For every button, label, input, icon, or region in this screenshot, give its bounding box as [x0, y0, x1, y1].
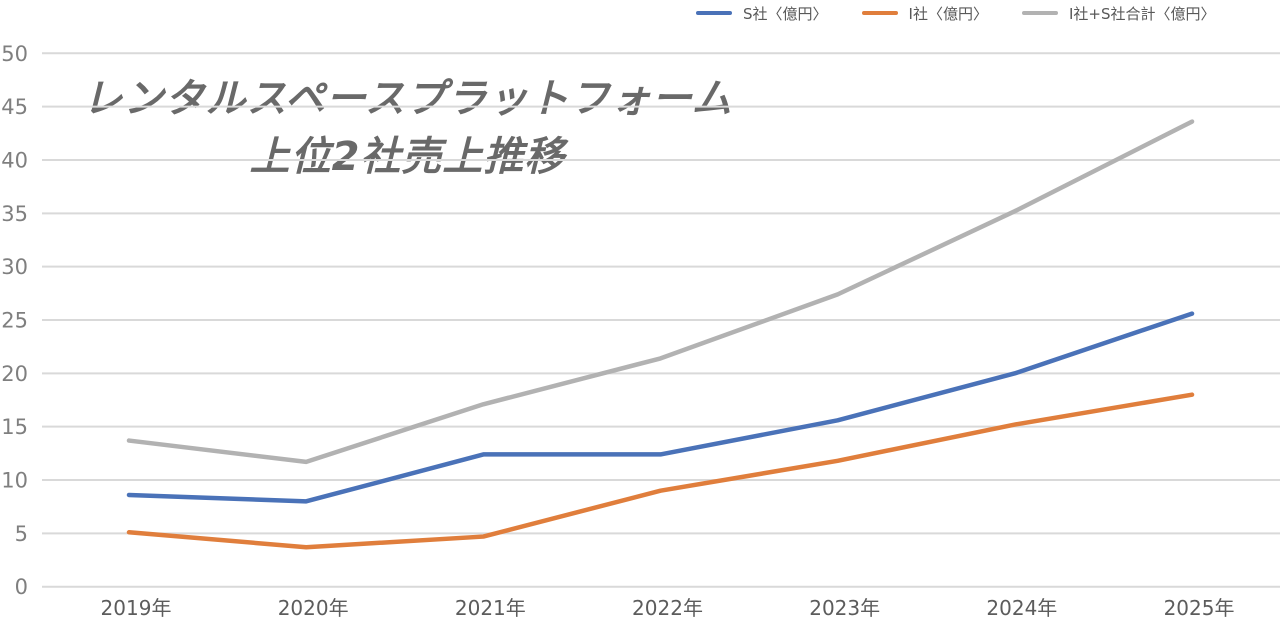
legend-swatch-i-line-icon — [861, 11, 898, 15]
x-tick-label-3: 2022年 — [632, 596, 703, 620]
legend-item-total: I社+S社合計〈億円〉 — [1021, 3, 1216, 24]
y-tick-label-5: 5 — [15, 522, 28, 546]
y-tick-label-20: 20 — [1, 362, 28, 386]
y-tick-label-40: 40 — [1, 148, 28, 172]
x-tick-label-0: 2019年 — [101, 596, 172, 620]
x-tick-label-1: 2020年 — [278, 596, 349, 620]
y-tick-label-25: 25 — [1, 309, 28, 333]
y-tick-label-35: 35 — [1, 202, 28, 226]
y-tick-label-0: 0 — [15, 575, 28, 599]
legend-swatch-total-line-icon — [1021, 11, 1058, 15]
legend-item-s: S社〈億円〉 — [696, 3, 828, 24]
legend-item-i: I社〈億円〉 — [861, 3, 988, 24]
y-tick-label-30: 30 — [1, 255, 28, 279]
x-tick-label-2: 2021年 — [455, 596, 526, 620]
y-tick-label-15: 15 — [1, 415, 28, 439]
x-tick-label-6: 2025年 — [1164, 596, 1235, 620]
chart-title-line2: 上位2社売上推移 — [249, 134, 566, 180]
chart-legend: S社〈億円〉 I社〈億円〉 I社+S社合計〈億円〉 — [696, 2, 1215, 24]
legend-label-i: I社〈億円〉 — [908, 4, 988, 23]
y-tick-label-50: 50 — [1, 42, 28, 66]
y-tick-label-45: 45 — [1, 95, 28, 119]
series-line-0 — [126, 311, 1195, 504]
x-tick-label-4: 2023年 — [809, 596, 880, 620]
chart-title-line1: レンタルスペースプラットフォーム — [82, 76, 733, 122]
legend-swatch-s-line-icon — [696, 11, 732, 15]
legend-label-s: S社〈億円〉 — [743, 4, 828, 23]
x-tick-label-5: 2024年 — [986, 596, 1057, 620]
legend-label-total: I社+S社合計〈億円〉 — [1068, 4, 1216, 23]
y-tick-label-10: 10 — [1, 469, 28, 493]
chart-title: レンタルスペースプラットフォーム 上位2社売上推移 — [80, 70, 735, 186]
series-line-2 — [126, 119, 1195, 465]
series-line-1 — [126, 392, 1195, 550]
